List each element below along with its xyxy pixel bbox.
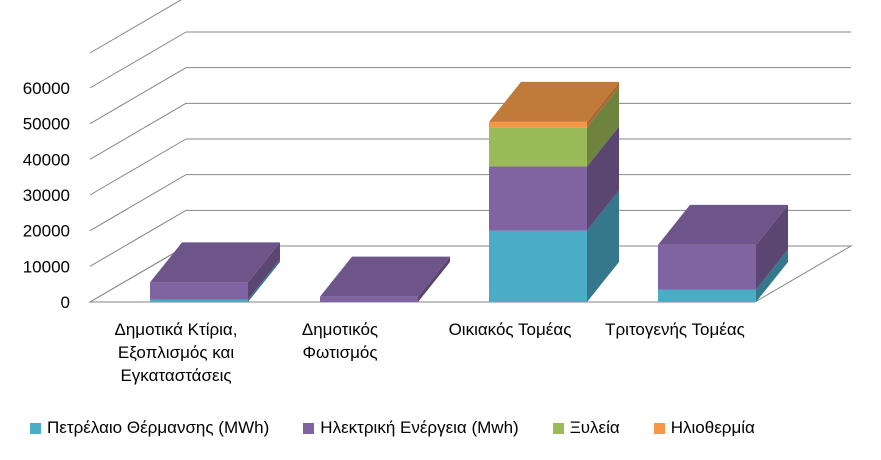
legend-label: Πετρέλαιο Θέρμανσης (MWh): [47, 418, 270, 437]
bar-segment-1-1: [320, 296, 418, 302]
bar-side-2-3: [587, 81, 619, 128]
bar-segment-2-0: [489, 230, 587, 302]
y-tick-label-4: 40000: [23, 150, 70, 169]
x-category-label-line: Εξοπλισμός και: [117, 343, 235, 362]
x-category-label-line: Φωτισμός: [302, 343, 378, 362]
bar-segment-0-0: [150, 299, 248, 302]
bar-top-0: [150, 242, 280, 283]
bar-side-1-1: [418, 256, 450, 302]
legend-item-3: Ηλιοθερμία: [653, 418, 755, 438]
legend-label: Ξυλεία: [569, 418, 620, 437]
gridline-side-2: [89, 174, 187, 232]
y-tick-label-2: 20000: [23, 222, 70, 241]
bar-top-1: [320, 256, 450, 297]
gridline-side-6: [89, 31, 187, 89]
gridline-side-3: [89, 138, 187, 196]
bar-top-2: [489, 81, 619, 122]
bar-side-3-0: [756, 249, 788, 302]
legend-label: Ηλεκτρική Ενέργεια (Mwh): [320, 418, 519, 437]
bar-side-0-1: [248, 242, 280, 300]
bar-side-0-0: [248, 259, 280, 302]
y-tick-label-1: 10000: [23, 257, 70, 276]
bar-segment-0-1: [150, 282, 248, 300]
y-tick-label-3: 30000: [23, 186, 70, 205]
bar-segment-3-0: [658, 289, 756, 302]
bar-segment-2-2: [489, 127, 587, 167]
x-category-label-2: Οικιακός Τομέας: [425, 318, 595, 341]
bar-side-3-1: [756, 204, 788, 290]
legend-swatch-icon: [303, 422, 315, 434]
gridline-side-5: [89, 67, 187, 125]
x-category-label-line: Οικιακός Τομέας: [448, 320, 572, 339]
x-category-label-line: Δημοτικός: [301, 320, 379, 339]
y-tick-label-6: 60000: [23, 79, 70, 98]
x-category-label-line: Εγκαταστάσεις: [120, 366, 232, 385]
legend-item-0: Πετρέλαιο Θέρμανσης (MWh): [30, 418, 269, 438]
bar-side-2-0: [587, 190, 619, 302]
legend-swatch-icon: [30, 422, 41, 434]
legend-swatch-icon: [552, 422, 564, 434]
y-tick-label-0: 0: [61, 293, 70, 312]
x-category-label-line: Δημοτικά Κτίρια,: [114, 320, 238, 339]
legend-label: Ηλιοθερμία: [670, 418, 755, 437]
bar-top-3: [658, 204, 788, 245]
bar-segment-3-1: [658, 244, 756, 290]
legend-swatch-icon: [653, 422, 665, 434]
legend-item-1: Ηλεκτρική Ενέργεια (Mwh): [303, 418, 519, 438]
bar-side-2-1: [587, 126, 619, 231]
gridline-side-1: [89, 209, 187, 267]
x-category-label-0: Δημοτικά Κτίρια, Εξοπλισμός και Εγκαταστάσ…: [91, 318, 261, 387]
legend: Πετρέλαιο Θέρμανσης (MWh) Ηλεκτρική Ενέργ…: [30, 416, 755, 440]
x-category-label-3: Τριτογενής Τομέας: [590, 318, 760, 341]
legend-item-2: Ξυλεία: [552, 418, 620, 438]
bar-segment-2-3: [489, 121, 587, 128]
bar-side-2-2: [587, 87, 619, 167]
bar-segment-2-1: [489, 166, 587, 231]
y-tick-label-5: 50000: [23, 115, 70, 134]
x-category-label-1: Δημοτικός Φωτισμός: [255, 318, 425, 364]
x-category-label-line: Τριτογενής Τομέας: [605, 320, 745, 339]
gridline-side-4: [89, 102, 187, 160]
gridline-side-top: [89, 0, 182, 54]
